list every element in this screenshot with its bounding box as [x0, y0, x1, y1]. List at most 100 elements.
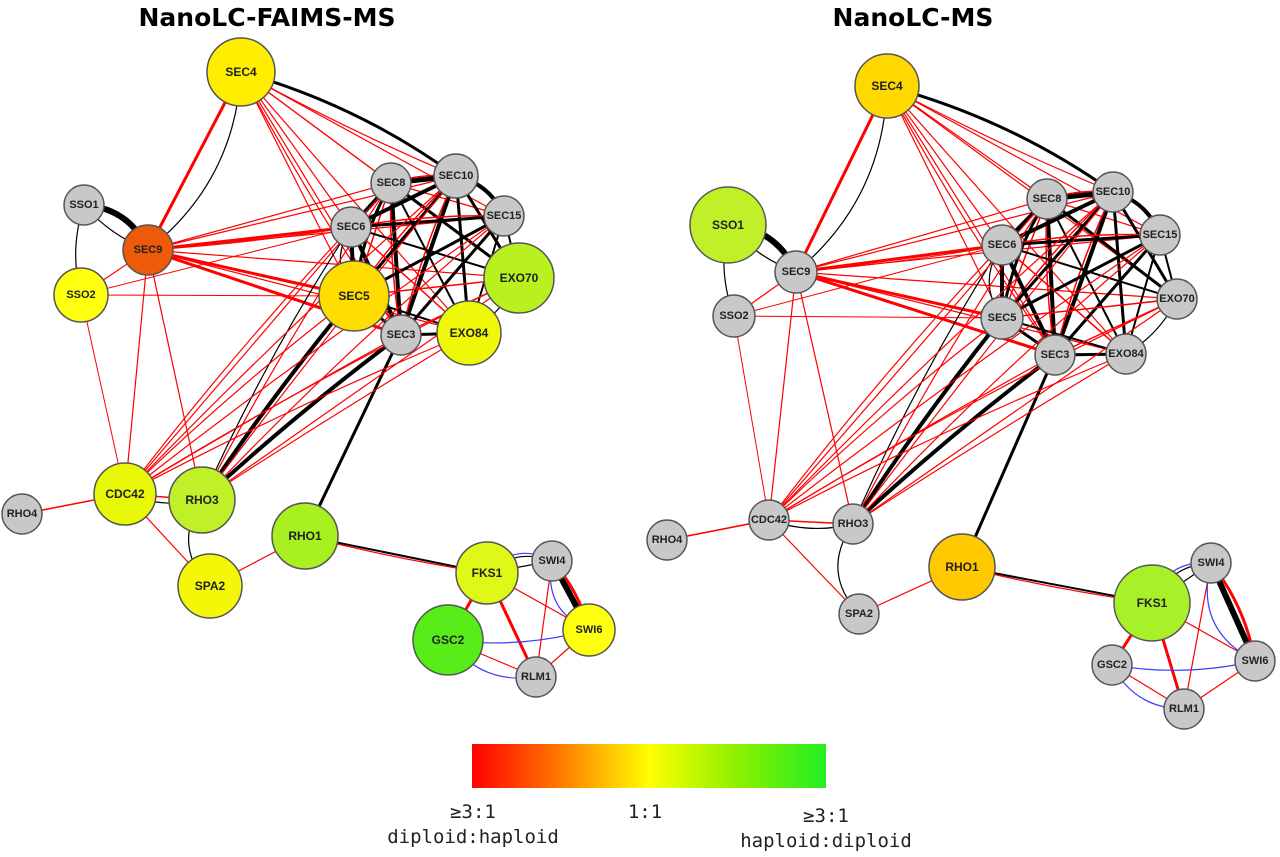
- edge-sec10-cdc42: [768, 191, 1114, 521]
- node-label: SEC8: [1033, 193, 1062, 205]
- node-circle: [1091, 644, 1133, 686]
- node-label: SWI4: [539, 555, 567, 567]
- node-circle: [1190, 542, 1232, 584]
- node-label: SEC10: [439, 170, 474, 182]
- node-circle: [838, 593, 880, 635]
- node-sec15: SEC15: [483, 195, 525, 237]
- node-circle: [63, 184, 105, 226]
- edge-sec6-exo70: [1001, 244, 1178, 300]
- legend-left-label: diploid:haploid: [387, 826, 559, 848]
- edge-sec15-sec5: [1000, 233, 1162, 320]
- node-label: SSO1: [69, 199, 98, 211]
- node-cdc42: CDC42: [748, 499, 790, 541]
- edge-sec9-cdc42: [124, 249, 149, 495]
- node-label: SEC3: [387, 329, 416, 341]
- node-circle: [531, 540, 573, 582]
- edge-sso2-cdc42: [733, 315, 770, 521]
- node-spa2: SPA2: [838, 593, 880, 635]
- edge-sec9-sec8: [147, 182, 392, 251]
- node-exo84: EXO84: [436, 300, 502, 366]
- node-label: EXO70: [500, 271, 539, 285]
- node-circle: [93, 462, 157, 526]
- legend-left-ratio: ≥3:1: [450, 801, 496, 823]
- node-rho4: RHO4: [1, 493, 43, 535]
- legend-center-ratio: 1:1: [628, 801, 662, 823]
- node-exo70: EXO70: [483, 242, 555, 314]
- edge-sec15-cdc42: [768, 234, 1161, 521]
- edge-sec5-cdc42: [124, 295, 355, 495]
- node-circle: [928, 533, 996, 601]
- node-label: SEC10: [1096, 186, 1131, 198]
- edge-sec5-rho3: [851, 316, 1004, 526]
- node-circle: [1163, 688, 1205, 730]
- edge-sec9-sec8: [795, 198, 1048, 273]
- edge-sec10-rho3: [852, 191, 1114, 525]
- node-circle: [980, 296, 1024, 340]
- node-circle: [206, 37, 276, 107]
- edge-sec4-sec5: [886, 85, 1003, 319]
- edge-sec15-rho3: [852, 234, 1161, 525]
- node-swi6: SWI6: [562, 603, 616, 657]
- node-circle: [168, 466, 236, 534]
- node-circle: [1156, 278, 1198, 320]
- edge-sec9-rho3: [795, 271, 854, 525]
- node-label: CDC42: [751, 514, 787, 526]
- edge-sec6-cdc42: [768, 244, 1003, 521]
- edge-sec4-sec10: [885, 84, 1115, 194]
- legend-right-label: haploid:diploid: [740, 830, 912, 852]
- node-circle: [330, 206, 372, 248]
- node-label: FKS1: [472, 566, 503, 580]
- network-panel-faims: SEC4 SSO1 SEC9 SSO2 SEC8 SEC10 SEC15 SEC6 SEC5 EX…: [1, 37, 616, 698]
- color-legend: ≥3:1 diploid:haploid 1:1 ≥3:1 haploid:di…: [387, 744, 912, 852]
- node-label: RLM1: [521, 671, 551, 683]
- edge-sec3-rho3: [851, 353, 1057, 526]
- node-circle: [981, 224, 1023, 266]
- edge-sec10-cdc42: [124, 175, 457, 495]
- node-circle: [318, 260, 390, 332]
- node-cdc42: CDC42: [93, 462, 157, 526]
- node-sec15: SEC15: [1139, 214, 1181, 256]
- edge-sec9-sec6: [146, 225, 353, 252]
- node-circle: [433, 153, 479, 199]
- node-label: SPA2: [845, 608, 873, 620]
- node-label: RLM1: [1169, 703, 1199, 715]
- node-label: EXO84: [1108, 348, 1144, 360]
- node-circle: [380, 314, 422, 356]
- node-rho3: RHO3: [832, 503, 874, 545]
- edge-exo70-rho3: [852, 298, 1178, 525]
- node-circle: [1034, 334, 1076, 376]
- node-label: SSO1: [712, 218, 744, 232]
- edge-sec3-rho1: [960, 353, 1057, 569]
- node-sec4: SEC4: [206, 37, 276, 107]
- panel-title-nanolc: NanoLC-MS: [833, 3, 994, 32]
- node-label: SSO2: [719, 310, 748, 322]
- node-circle: [748, 499, 790, 541]
- edge-exo84-rho3: [852, 353, 1127, 525]
- node-circle: [774, 250, 818, 294]
- node-label: CDC42: [105, 487, 145, 501]
- edge-sec4-exo84: [240, 71, 470, 334]
- node-exo84: EXO84: [1105, 333, 1147, 375]
- node-fks1: FKS1: [455, 541, 519, 605]
- node-circle: [515, 656, 557, 698]
- edge-sec15-cdc42: [124, 215, 505, 495]
- edge-sec9-sec6: [794, 243, 1004, 274]
- node-label: SEC15: [1143, 229, 1178, 241]
- node-circle: [483, 195, 525, 237]
- edge-sec5-cdc42: [768, 317, 1003, 521]
- edge-sec4-exo84: [886, 85, 1127, 355]
- edge-sec9-sec6: [795, 244, 1003, 273]
- node-circle: [832, 503, 874, 545]
- edge-gsc2-swi6: [1111, 660, 1256, 671]
- node-label: SEC6: [337, 221, 366, 233]
- node-sec8: SEC8: [1026, 178, 1068, 220]
- node-label: SEC6: [988, 239, 1017, 251]
- legend-right-ratio: ≥3:1: [803, 805, 849, 827]
- node-label: SEC9: [782, 266, 811, 278]
- node-sec5: SEC5: [318, 260, 390, 332]
- panel-title-faims: NanoLC-FAIMS-MS: [139, 3, 396, 32]
- node-label: SEC3: [1041, 349, 1070, 361]
- node-circle: [854, 53, 920, 119]
- node-rho4: RHO4: [646, 519, 688, 561]
- node-label: RHO3: [838, 518, 869, 530]
